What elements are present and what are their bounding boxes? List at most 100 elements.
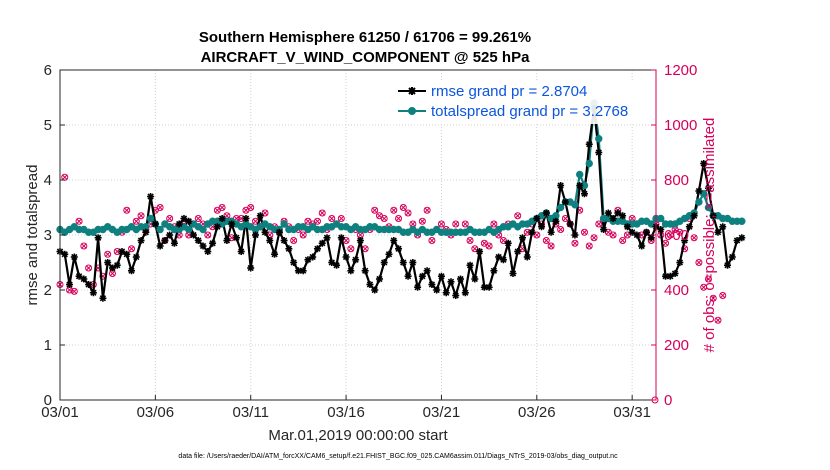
- obs-possible-marker: [75, 217, 83, 225]
- totalspread-point: [199, 225, 207, 234]
- rmse-point-stroke: [423, 267, 431, 274]
- obs-count-point: [437, 220, 445, 228]
- obs-possible-marker: [104, 250, 112, 258]
- obs-count-point: [194, 215, 202, 222]
- rmse-point-stroke: [500, 256, 507, 263]
- rmse-point-stroke: [414, 284, 421, 291]
- rmse-point-stroke: [667, 273, 674, 280]
- obs-count-point: [299, 231, 307, 239]
- rmse-point: [223, 237, 231, 244]
- obs-count-point: [571, 239, 579, 247]
- obs-count-point: [666, 231, 674, 239]
- chart-title: Southern Hemisphere 61250 / 61706 = 99.2…: [199, 29, 531, 46]
- obs-count-point: [404, 209, 412, 217]
- obs-count-point: [399, 204, 407, 211]
- rmse-point-stroke: [676, 259, 684, 266]
- rmse-point: [576, 182, 584, 189]
- rmse-point: [161, 237, 169, 244]
- rmse-point-stroke: [514, 248, 521, 255]
- rmse-point: [552, 217, 560, 225]
- rmse-point-stroke: [538, 223, 545, 230]
- rmse-point: [709, 212, 717, 220]
- rmse-point: [428, 281, 436, 288]
- obs-count-point: [695, 259, 703, 266]
- right-axis-label: # of obs: o=possible; ×=assimilated: [701, 118, 718, 353]
- y-tick-label: 3: [44, 227, 52, 244]
- obs-assimilated-stroke: [624, 232, 631, 238]
- rmse-point: [566, 220, 574, 228]
- rmse-point: [676, 259, 684, 266]
- obs-possible-marker: [85, 264, 93, 272]
- rmse-point-stroke: [238, 248, 245, 255]
- rmse-point: [337, 234, 345, 242]
- obs-possible-marker: [557, 226, 565, 233]
- totalspread-point: [146, 214, 155, 223]
- rmse-point-stroke: [571, 231, 579, 239]
- obs-assimilated-stroke: [300, 232, 307, 238]
- rmse-point-stroke: [624, 223, 631, 230]
- rmse-point: [342, 253, 350, 261]
- obs-assimilated-stroke: [314, 218, 321, 225]
- rmse-point-stroke: [361, 267, 369, 274]
- totalspread-point: [595, 135, 603, 143]
- rmse-point-stroke: [643, 229, 650, 236]
- rmse-point-stroke: [242, 215, 250, 222]
- rmse-point: [85, 281, 93, 288]
- rmse-point-stroke: [576, 182, 583, 189]
- obs-assimilated-stroke: [719, 292, 726, 299]
- obs-possible-marker: [714, 316, 722, 324]
- obs-possible-marker: [695, 259, 703, 266]
- rmse-point-stroke: [366, 281, 374, 288]
- obs-assimilated-stroke: [710, 295, 717, 302]
- rmse-point-stroke: [104, 259, 111, 266]
- rmse-point-stroke: [519, 234, 526, 241]
- rmse-point-stroke: [118, 248, 126, 255]
- rmse-point-stroke: [485, 284, 493, 291]
- rmse-point-stroke: [66, 281, 73, 288]
- x-axis-ticks: 03/01 03/06 03/11 03/16 03/21 03/26 03/31: [41, 395, 651, 421]
- totalspread-point: [738, 217, 746, 225]
- rmse-point: [99, 294, 107, 302]
- obs-count-point: [104, 250, 112, 258]
- x-tick-label: 03/06: [137, 404, 175, 421]
- obs-count-point: [166, 215, 174, 222]
- rmse-point-stroke: [261, 229, 269, 236]
- rmse-point: [623, 223, 631, 231]
- rmse-point-stroke: [123, 251, 130, 258]
- obs-count-point: [585, 242, 593, 250]
- rmse-point: [547, 228, 555, 236]
- rmse-point-stroke: [204, 248, 211, 255]
- obs-possible-marker: [404, 209, 412, 217]
- rmse-point-stroke: [218, 215, 226, 222]
- rmse-point-stroke: [171, 240, 178, 247]
- right-tick-label: 600: [664, 227, 689, 244]
- right-tick-label: 800: [664, 172, 689, 189]
- rmse-point: [580, 190, 588, 198]
- totalspread-point: [704, 203, 713, 212]
- rmse-point: [466, 261, 474, 269]
- rmse-point: [361, 267, 369, 275]
- obs-assimilated-stroke: [138, 212, 144, 219]
- rmse-point-stroke: [381, 259, 388, 266]
- rmse-point: [185, 217, 193, 225]
- obs-assimilated-stroke: [419, 218, 426, 225]
- rmse-point-stroke: [547, 229, 555, 236]
- obs-possible-marker: [719, 292, 727, 299]
- right-tick-label: 1200: [664, 62, 697, 79]
- rmse-point: [619, 212, 627, 220]
- rmse-point: [251, 231, 259, 239]
- rmse-point-stroke: [700, 160, 707, 167]
- obs-count-point: [709, 294, 717, 302]
- rmse-point-stroke: [481, 284, 488, 291]
- rmse-point: [728, 253, 736, 261]
- y-tick-label: 0: [44, 392, 52, 409]
- obs-assimilated-stroke: [400, 204, 407, 211]
- obs-assimilated-stroke: [524, 229, 531, 236]
- rmse-point: [204, 248, 212, 255]
- rmse-point-stroke: [247, 264, 254, 272]
- rmse-point-stroke: [605, 209, 612, 217]
- rmse-point-stroke: [714, 229, 722, 236]
- rmse-point: [395, 245, 403, 253]
- obs-possible-marker: [328, 215, 336, 222]
- obs-possible-marker: [485, 242, 493, 250]
